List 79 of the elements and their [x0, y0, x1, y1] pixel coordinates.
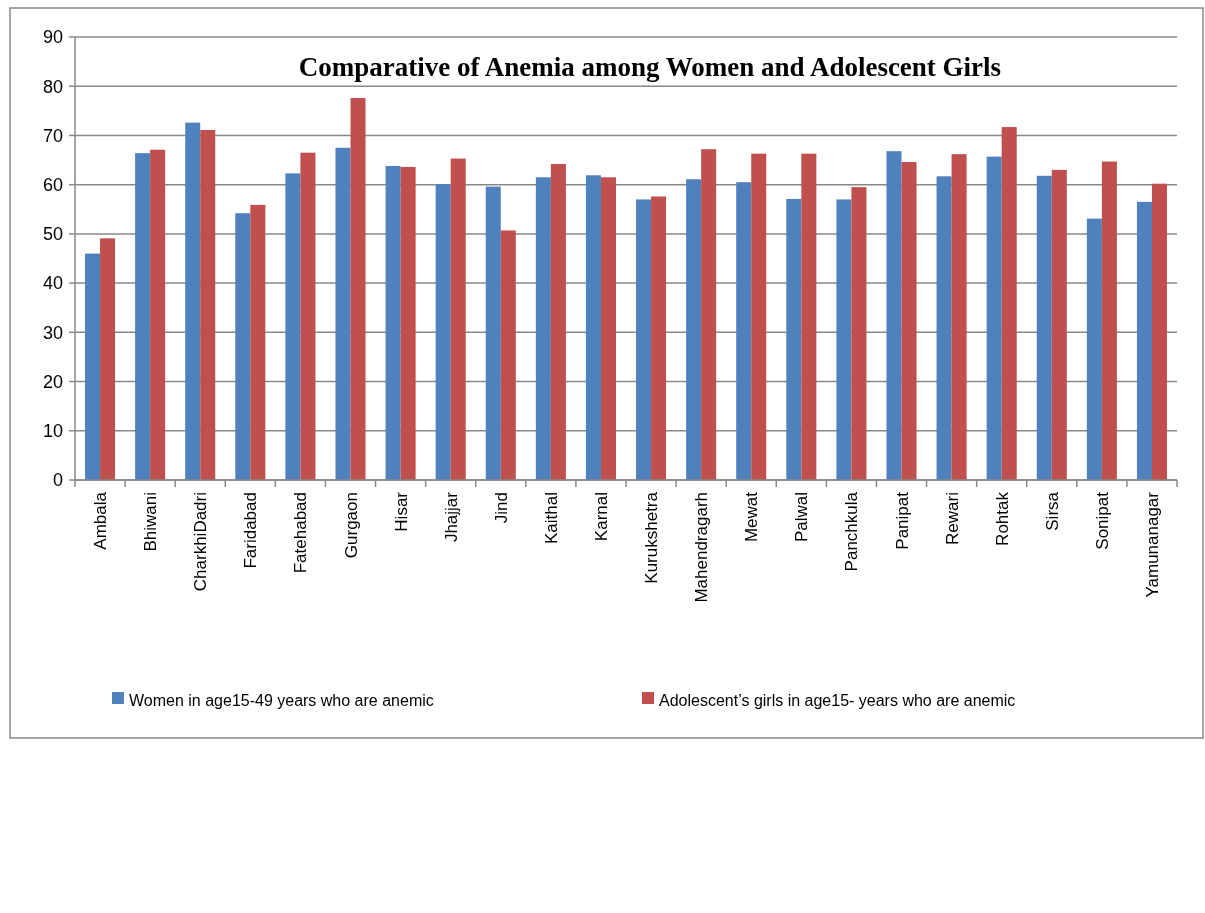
bar: [250, 204, 266, 480]
x-tick-label: Bhiwani: [141, 492, 161, 552]
x-tick-label: Palwal: [792, 492, 812, 543]
bar: [751, 153, 767, 480]
x-tick-label: Yamunanagar: [1142, 491, 1162, 598]
text: Comparative of Anemia among Women and Adolescent Girls: [298, 52, 1002, 82]
bar: [686, 179, 702, 480]
bar: [736, 182, 752, 480]
bar: [400, 166, 416, 480]
bar: [801, 153, 817, 480]
bar: [786, 198, 802, 480]
x-tick-label: Kurukshetra: [642, 491, 662, 584]
bar: [150, 149, 166, 480]
x-tick-label: Panipat: [892, 491, 912, 550]
y-tick-label: 80: [42, 76, 63, 97]
x-tick-label: CharkhiDadri: [191, 492, 211, 592]
bar: [100, 238, 116, 480]
x-tick-label: Hisar: [391, 491, 411, 532]
bar: [135, 153, 151, 480]
y-tick-label: 10: [42, 421, 63, 442]
bar: [335, 147, 351, 480]
y-tick-label: 40: [42, 273, 63, 294]
y-tick-label: 70: [42, 125, 63, 146]
bar: [851, 187, 867, 480]
bar: [300, 152, 316, 480]
bar: [200, 130, 216, 480]
bar: [1136, 201, 1152, 480]
bar: [951, 154, 967, 480]
bar: [636, 199, 652, 480]
bar: [836, 199, 852, 480]
x-tick-label: Mewat: [742, 491, 762, 543]
bar: [85, 253, 101, 480]
bar: [1101, 161, 1117, 480]
x-tick-label: Mahendragarh: [692, 492, 712, 603]
bar: [350, 98, 366, 480]
x-tick-label: Sonipat: [1092, 491, 1112, 550]
bar: [651, 196, 667, 480]
bar: [500, 230, 516, 480]
bar: [1001, 127, 1017, 480]
bar: [235, 213, 251, 480]
bar: [1086, 218, 1102, 480]
x-tick-label: Faridabad: [241, 492, 261, 569]
x-tick-label: Karnal: [591, 492, 611, 542]
y-tick-label: 60: [42, 174, 63, 195]
x-tick-label: Kaithal: [541, 492, 561, 544]
bar: [385, 165, 401, 480]
x-tick-label: Ambala: [91, 491, 111, 550]
bar: [485, 186, 501, 480]
y-tick-label: 50: [42, 224, 63, 245]
bar: [1151, 183, 1167, 480]
x-tick-label: Jind: [491, 492, 511, 524]
bar: [285, 173, 301, 480]
bar: [886, 151, 902, 480]
x-tick-label: Panchkula: [842, 491, 862, 572]
y-tick-label: 30: [42, 322, 63, 343]
x-tick-label: Jhajjar: [441, 491, 461, 543]
bar: [936, 176, 952, 480]
bar: [901, 162, 917, 480]
bar: [185, 122, 201, 480]
legend-label: Adolescent’s girls in age15- years who are anemic: [659, 691, 1016, 709]
x-tick-label: Rewari: [942, 492, 962, 545]
legend-label: Women in age15-49 years who are anemic: [129, 691, 434, 709]
x-tick-label: Rohtak: [992, 491, 1012, 546]
y-tick-label: 0: [52, 470, 63, 491]
bar: [550, 163, 566, 480]
bar: [1036, 175, 1052, 480]
bar: [435, 184, 451, 480]
bar: [986, 156, 1002, 480]
bar: [701, 149, 717, 480]
bar: [600, 177, 616, 480]
bar: [535, 177, 551, 480]
x-tick-label: Sirsa: [1042, 491, 1062, 531]
bar: [450, 158, 466, 480]
bar: [1051, 169, 1067, 480]
bar: [585, 175, 601, 480]
y-tick-label: 90: [42, 27, 63, 48]
x-tick-label: Fatehabad: [291, 492, 311, 574]
y-tick-label: 20: [42, 371, 63, 392]
x-tick-label: Gurgaon: [341, 492, 361, 559]
